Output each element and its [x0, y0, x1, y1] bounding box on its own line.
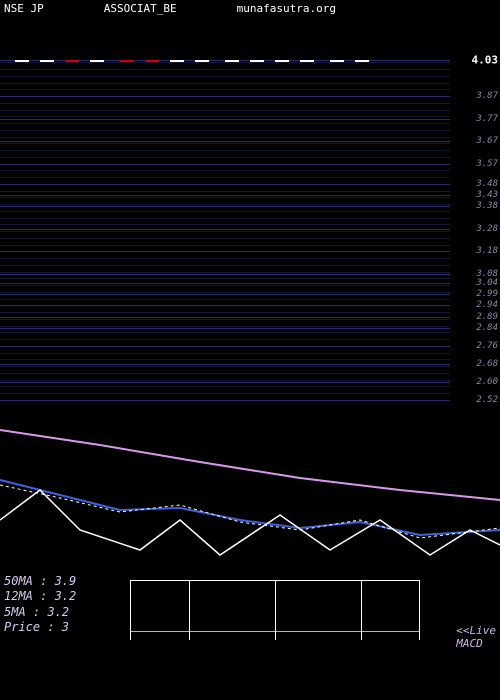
exchange-label: NSE JP [4, 2, 44, 18]
stat-5ma: 5MA : 3.2 [4, 605, 76, 621]
macd-vline [361, 581, 362, 640]
macd-vline [189, 581, 190, 640]
source-label: munafasutra.org [237, 2, 336, 18]
y-label: 3.04 [476, 278, 498, 288]
candlestick-layer [0, 60, 450, 400]
y-label: 2.89 [476, 312, 498, 322]
y-label: 2.60 [476, 377, 498, 387]
indicator-line-ma50 [0, 430, 500, 500]
y-label: 2.99 [476, 289, 498, 299]
indicator-svg [0, 400, 500, 570]
y-label: 2.68 [476, 359, 498, 369]
y-axis-labels: 4.033.873.773.673.573.483.433.383.283.18… [452, 60, 500, 400]
y-label: 3.77 [476, 114, 498, 124]
indicator-chart[interactable] [0, 400, 500, 570]
macd-vline [275, 581, 276, 640]
stat-12ma: 12MA : 3.2 [4, 589, 76, 605]
price-chart[interactable]: 4.03 3.87 3.77 3.67 3.57 3.483.433.38 3.28 3.18… [0, 20, 500, 400]
y-label: 3.28 [476, 224, 498, 234]
y-label: 3.87 [476, 91, 498, 101]
stat-50ma: 50MA : 3.9 [4, 574, 76, 590]
stat-price: Price : 3 [4, 620, 76, 636]
y-label: 3.38 [476, 201, 498, 211]
y-label: 3.67 [476, 136, 498, 146]
symbol-label: ASSOCIAT_BE [104, 2, 177, 18]
chart-header: NSE JP ASSOCIAT_BE munafasutra.org [0, 0, 500, 20]
y-label: 4.03 [472, 54, 499, 67]
y-label: 2.94 [476, 300, 498, 310]
macd-label-2: MACD [456, 637, 496, 650]
y-label: 2.84 [476, 323, 498, 333]
macd-label-1: <<Live [456, 624, 496, 637]
stats-block: 50MA : 3.9 12MA : 3.2 5MA : 3.2 Price : … [4, 574, 76, 636]
macd-label: <<Live MACD [456, 624, 496, 650]
y-label: 3.43 [476, 190, 498, 200]
y-label: 3.18 [476, 246, 498, 256]
y-label: 3.57 [476, 159, 498, 169]
y-label: 2.76 [476, 341, 498, 351]
y-label: 3.48 [476, 179, 498, 189]
indicator-line-ma12 [0, 480, 500, 535]
macd-box [130, 580, 420, 640]
